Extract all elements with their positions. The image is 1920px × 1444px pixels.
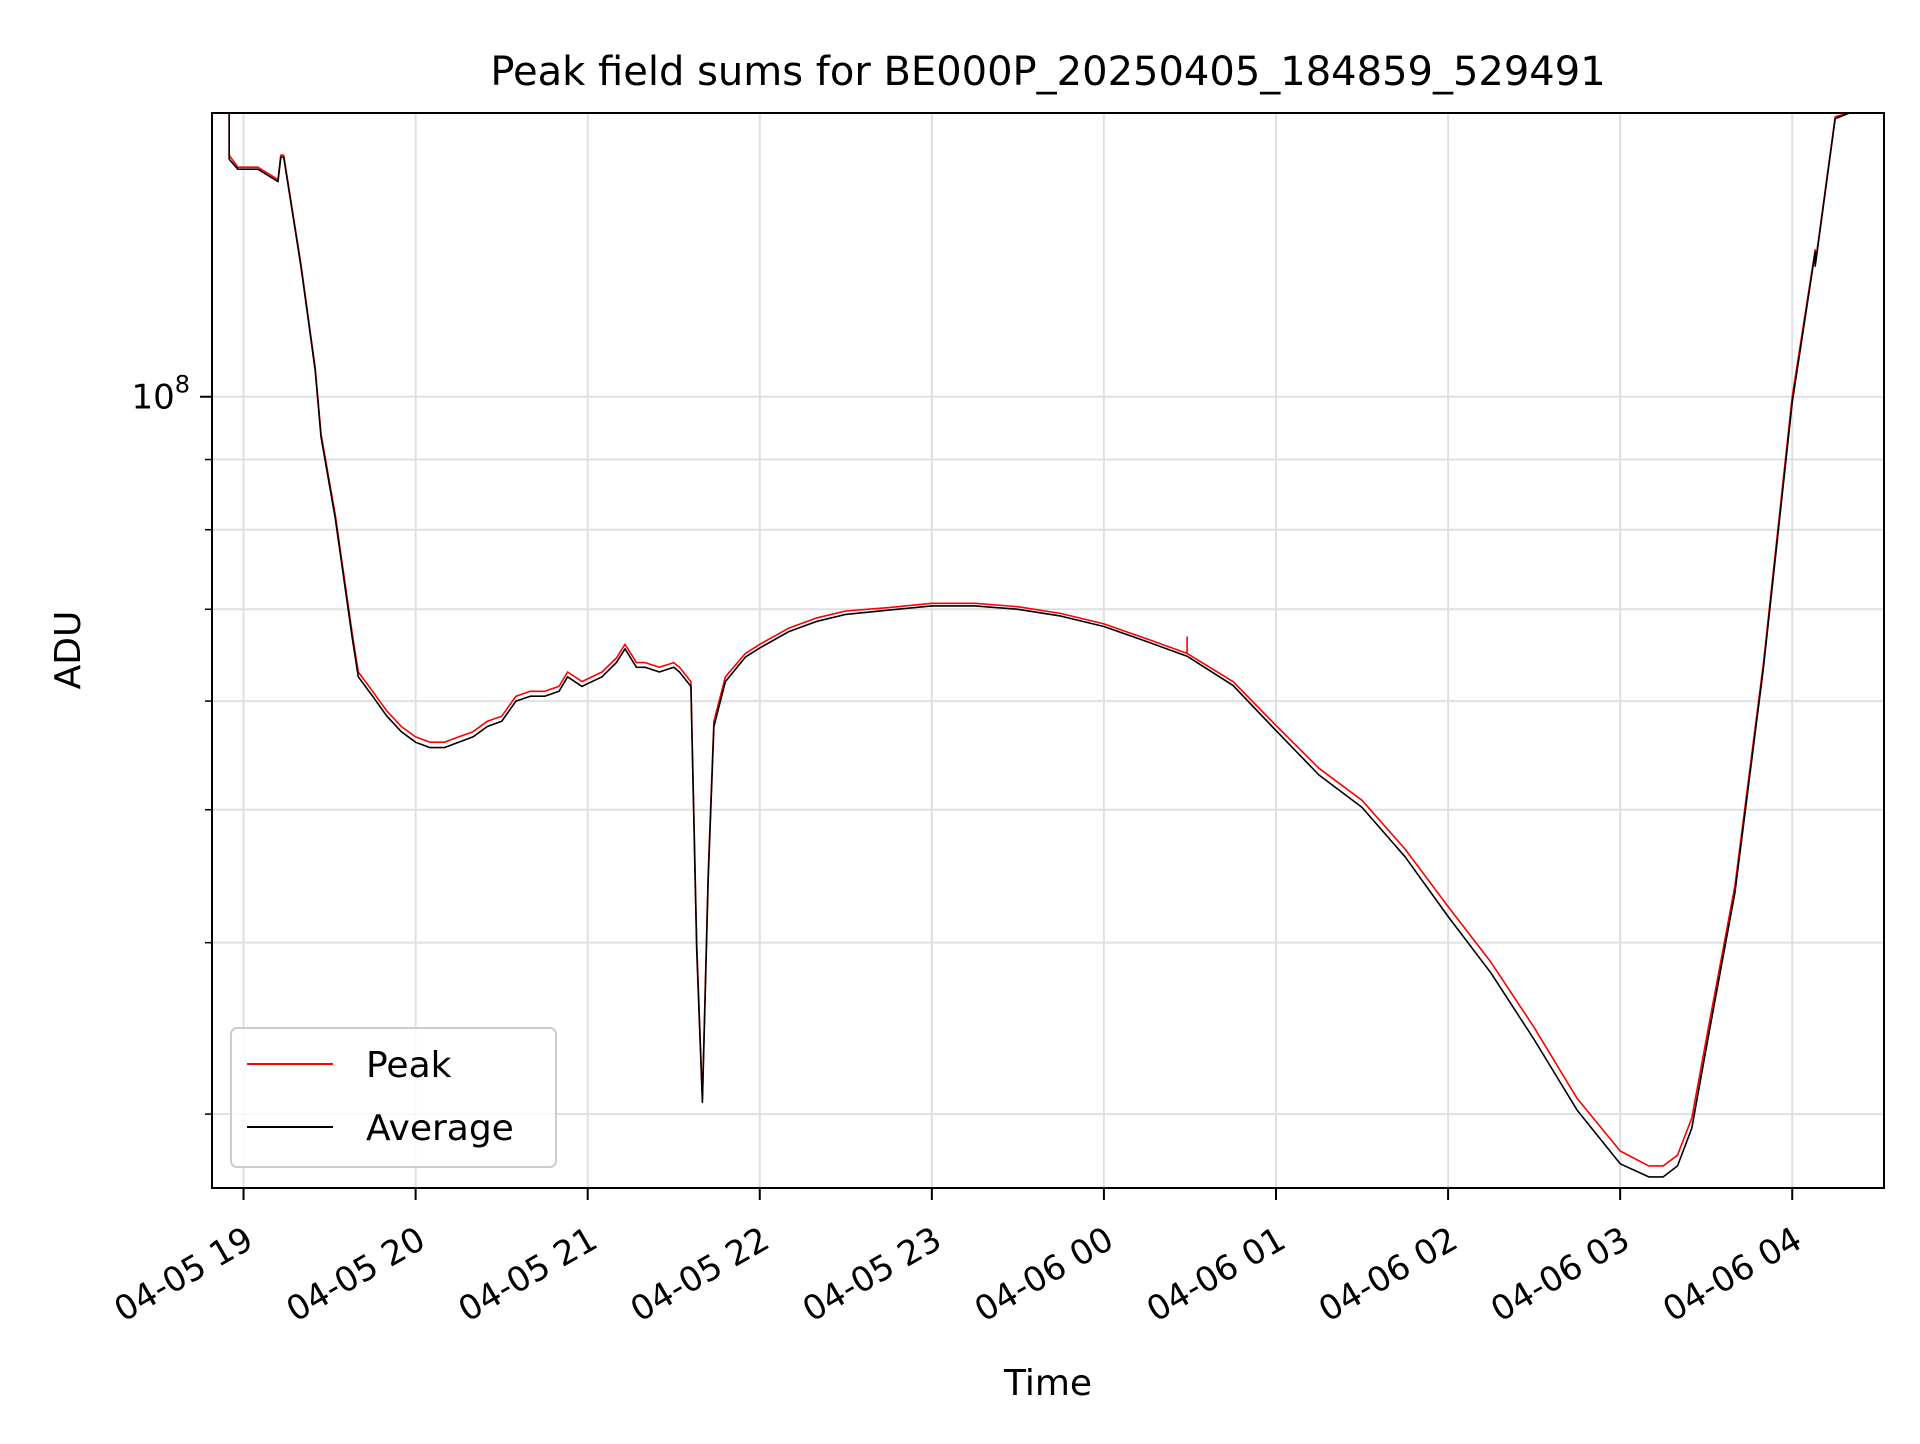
legend: Peak Average [230,1027,557,1168]
y-axis-label: ADU [48,611,89,690]
series-line-average [228,113,1850,1178]
y-tick-label: 108 [131,371,190,418]
legend-box [230,1027,557,1168]
plot-frame [211,112,1885,1189]
legend-label-average: Average [366,1108,514,1149]
x-axis-label: Time [1003,1363,1092,1404]
chart-title: Peak field sums for BE000P_20250405_1848… [490,49,1605,95]
legend-label-peak: Peak [366,1045,452,1086]
series-layer [228,113,1850,1178]
y-axis-ticks: 108 [131,371,212,1115]
